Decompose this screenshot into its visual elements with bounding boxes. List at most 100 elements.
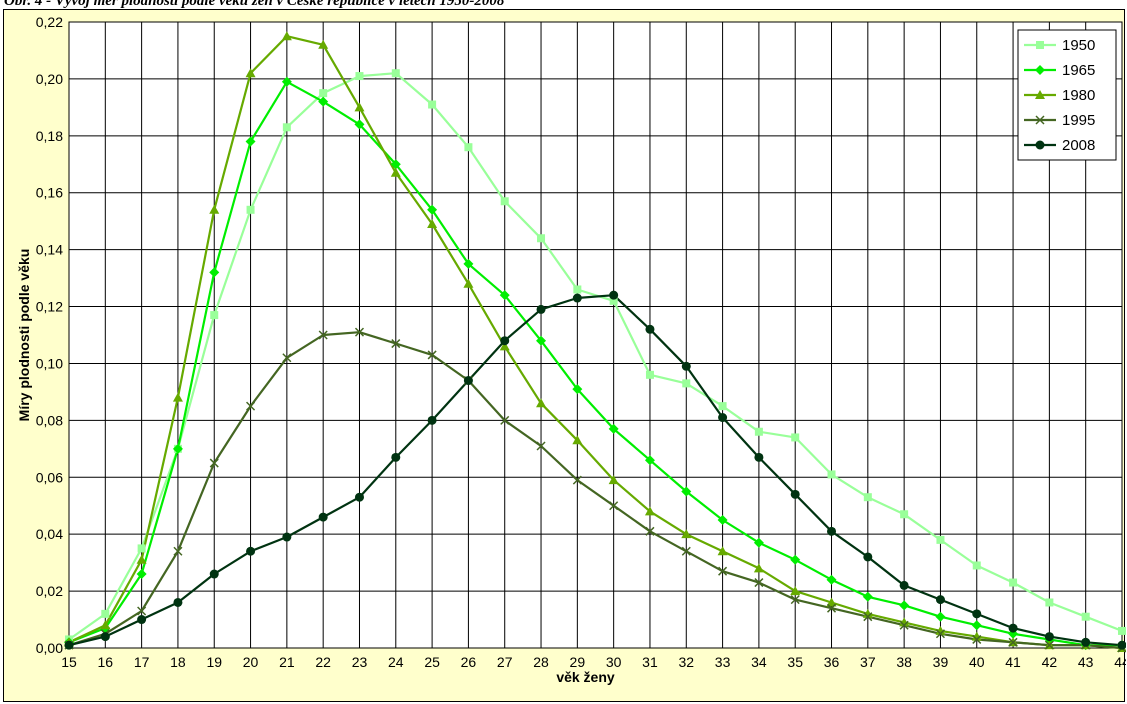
figure-caption: Obr. 4 - Vývoj měr plodnosti podle věku …	[4, 0, 505, 9]
data-point-1950	[537, 234, 546, 243]
y-tick-label: 0,02	[36, 583, 63, 599]
x-tick-label: 17	[134, 654, 150, 670]
data-point-1950	[609, 296, 618, 305]
data-point-2008	[681, 361, 691, 371]
x-tick-label: 22	[315, 654, 331, 670]
x-tick-label: 31	[642, 654, 658, 670]
data-point-2008	[536, 304, 546, 314]
data-point-1995	[318, 330, 328, 340]
data-point-2008	[391, 452, 401, 462]
data-point-2008	[790, 489, 800, 499]
x-tick-label: 32	[678, 654, 694, 670]
x-tick-label: 16	[98, 654, 114, 670]
x-tick-label: 41	[1005, 654, 1021, 670]
data-point-1980	[971, 631, 982, 641]
x-axis-label: věk ženy	[556, 669, 615, 685]
data-point-1995	[826, 603, 837, 613]
data-point-1950	[355, 72, 364, 81]
x-tick-label: 27	[497, 654, 513, 670]
chart-frame: 0,00 0,02 0,04 0,06 0,08 0,10 0,12 0,14 0,16 0,18…	[3, 9, 1126, 702]
data-point-1950	[936, 535, 945, 544]
data-point-1965	[681, 486, 692, 497]
data-point-1980	[463, 278, 474, 288]
data-point-1950	[210, 311, 219, 320]
data-point-1965	[717, 514, 728, 525]
data-point-1965	[499, 290, 510, 301]
x-tick-label: 23	[352, 654, 368, 670]
data-point-2008	[209, 569, 219, 579]
data-point-1995	[681, 546, 691, 556]
data-point-1965	[608, 423, 619, 434]
data-point-1965	[209, 267, 220, 278]
data-point-1950	[827, 470, 836, 479]
data-point-1980	[536, 398, 547, 408]
data-point-2008	[100, 632, 110, 642]
data-point-1980	[935, 625, 946, 635]
data-point-1965	[136, 569, 147, 580]
data-point-1965	[753, 537, 764, 548]
data-point-1995	[137, 606, 147, 616]
data-point-1950	[1118, 626, 1126, 635]
data-point-1950	[282, 123, 291, 132]
legend-label-1995: 1995	[1062, 112, 1095, 129]
data-point-1995	[790, 595, 800, 605]
data-point-1995	[1008, 637, 1018, 647]
data-point-1995	[391, 339, 401, 349]
data-point-1995	[500, 415, 510, 425]
data-point-2008	[500, 336, 510, 346]
data-point-1965	[572, 384, 583, 395]
data-point-2008	[1008, 623, 1018, 633]
data-point-1980	[899, 617, 910, 627]
data-point-1965	[862, 591, 873, 602]
data-point-1995	[609, 501, 619, 511]
data-point-1950	[101, 609, 110, 618]
data-point-1950	[500, 197, 509, 206]
data-point-1950	[246, 205, 255, 214]
x-tick-label: 40	[969, 654, 985, 670]
data-point-1980	[862, 608, 873, 618]
legend-label-1980: 1980	[1062, 87, 1095, 104]
data-point-1950	[428, 100, 437, 109]
data-point-1950	[464, 143, 473, 152]
y-tick-label: 0,08	[36, 412, 63, 428]
data-point-1950	[573, 285, 582, 294]
data-point-1995	[1044, 640, 1054, 650]
data-point-1950	[754, 427, 763, 436]
x-tick-label: 35	[787, 654, 803, 670]
data-point-1950	[645, 370, 654, 379]
x-tick-label: 28	[533, 654, 549, 670]
data-point-2008	[827, 526, 837, 536]
x-tick-label: 39	[933, 654, 949, 670]
data-point-1965	[790, 554, 801, 565]
data-point-1965	[536, 335, 547, 346]
data-point-1950	[863, 493, 872, 502]
series-line-1965	[68, 80, 1122, 647]
data-point-1965	[644, 455, 655, 466]
x-tick-label: 24	[388, 654, 404, 670]
x-tick-label: 20	[243, 654, 259, 670]
data-point-1980	[172, 392, 183, 402]
data-point-1980	[826, 597, 837, 607]
data-point-2008	[972, 609, 982, 619]
data-point-1950	[137, 544, 146, 553]
data-point-1980	[717, 546, 728, 556]
legend-label-1950: 1950	[1062, 37, 1095, 54]
data-point-1965	[390, 159, 401, 170]
data-point-1995	[282, 353, 292, 363]
data-point-2008	[354, 492, 364, 502]
legend-marker-2008	[1035, 140, 1045, 150]
series-line-1950	[68, 72, 1123, 641]
data-point-2008	[64, 640, 74, 650]
series-line-2008	[68, 294, 1123, 647]
data-point-1995	[935, 629, 945, 639]
y-tick-label: 0,18	[36, 128, 63, 144]
data-point-2008	[246, 546, 256, 556]
data-point-1980	[209, 204, 220, 214]
data-point-1965	[354, 119, 365, 130]
data-point-1950	[718, 402, 727, 411]
data-point-1995	[972, 634, 982, 644]
data-point-1995	[572, 475, 582, 485]
x-tick-label: 33	[715, 654, 731, 670]
data-point-1965	[899, 600, 910, 611]
data-point-1995	[863, 612, 873, 622]
